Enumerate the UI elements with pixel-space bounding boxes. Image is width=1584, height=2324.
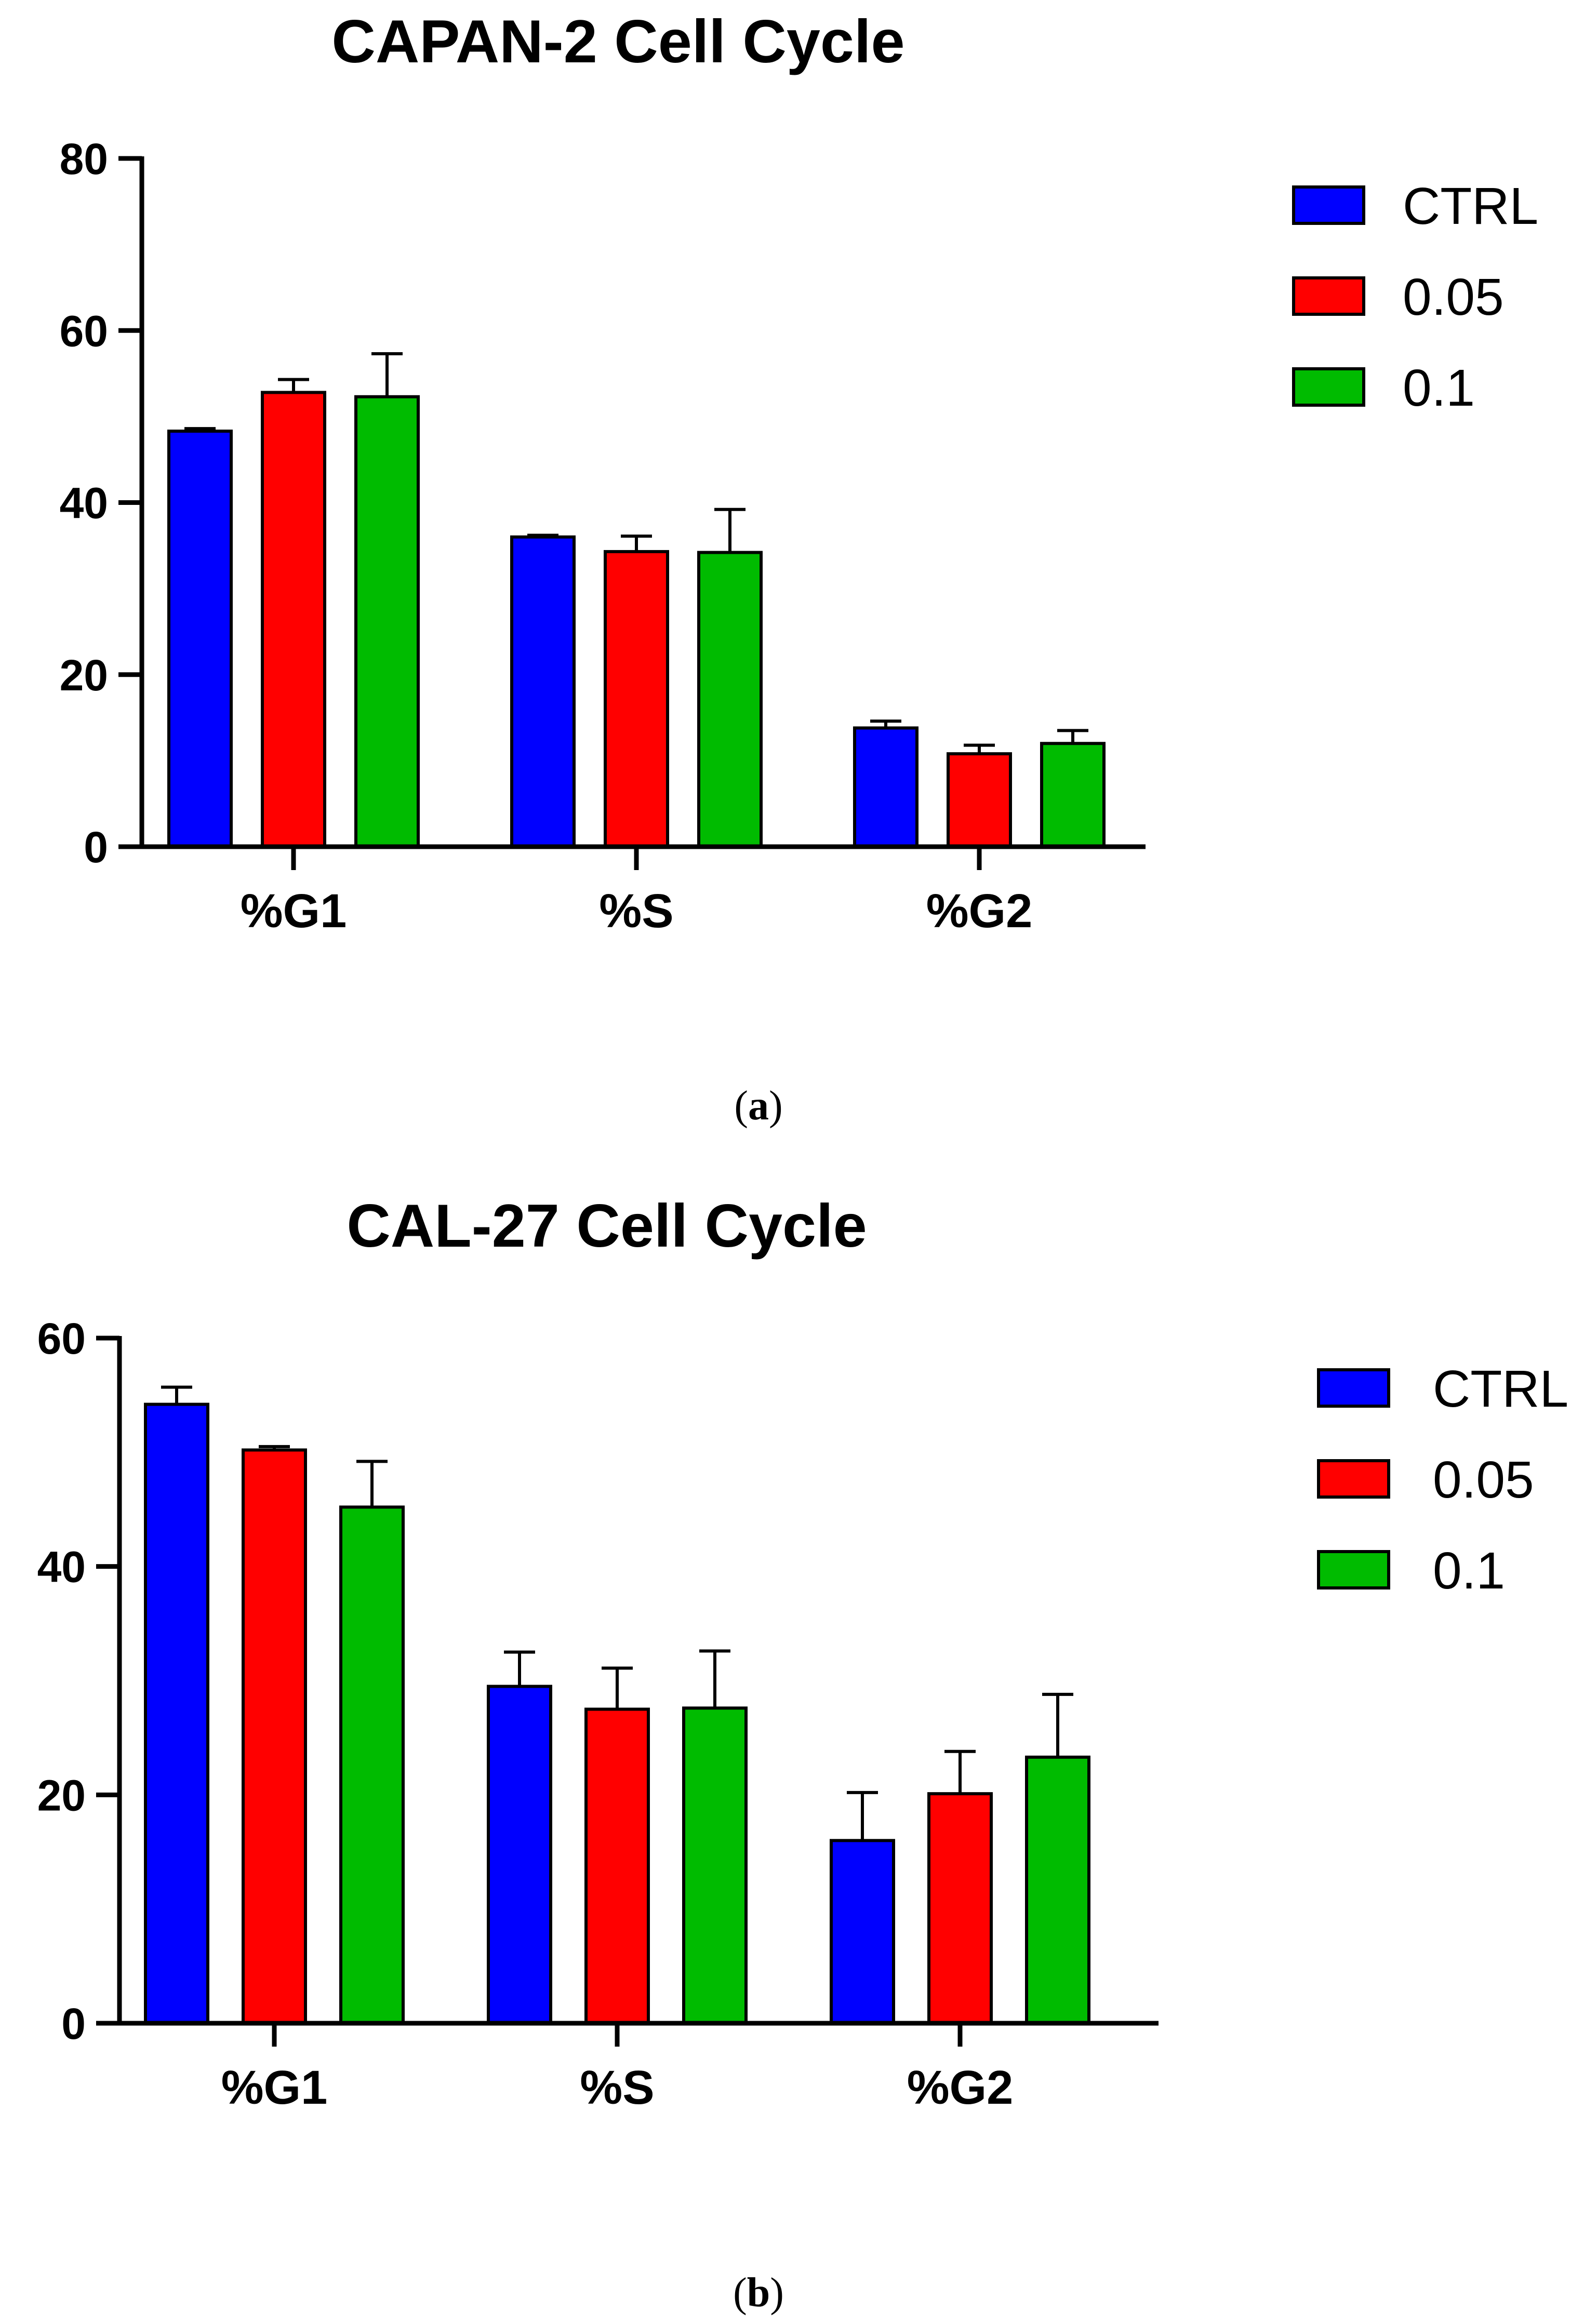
legend-swatch (1292, 185, 1365, 225)
bar (487, 1685, 552, 2025)
y-tick-label: 60 (60, 306, 108, 355)
bar (830, 1839, 895, 2025)
bar (604, 550, 669, 848)
x-category-label: %G1 (241, 885, 347, 938)
legend-swatch (1317, 1459, 1390, 1499)
legend-label: 0.05 (1403, 268, 1504, 326)
chart-title: CAPAN-2 Cell Cycle (331, 7, 904, 75)
bar (167, 430, 233, 848)
bar (1025, 1755, 1090, 2025)
x-category-label: %G1 (221, 2061, 328, 2114)
legend-swatch (1317, 1550, 1390, 1590)
bar (261, 391, 326, 848)
legend-swatch (1292, 367, 1365, 407)
bar (682, 1706, 748, 2025)
x-category-label: %G2 (926, 885, 1033, 938)
caption-a: (a) (734, 1083, 782, 1129)
legend-label: 0.1 (1433, 1542, 1505, 1600)
y-tick-label: 40 (60, 479, 108, 528)
bar (242, 1448, 307, 2025)
legend-swatch (1292, 276, 1365, 316)
bar (947, 752, 1012, 848)
bar (853, 726, 919, 848)
legend-label: CTRL (1403, 177, 1538, 235)
bar (927, 1792, 993, 2025)
legend-swatch (1317, 1368, 1390, 1408)
bar (697, 551, 763, 848)
bar (510, 535, 576, 848)
legend-label: CTRL (1433, 1360, 1568, 1418)
bar (584, 1707, 650, 2025)
chart-title: CAL-27 Cell Cycle (347, 1192, 867, 1260)
bar (339, 1505, 405, 2025)
bar (354, 395, 420, 848)
bar (144, 1403, 209, 2025)
y-tick-label: 0 (84, 823, 108, 872)
bar (1040, 742, 1106, 848)
x-category-label: %G2 (907, 2061, 1014, 2114)
y-tick-label: 40 (37, 1543, 86, 1592)
chart-cal27: CAL-27 Cell Cycle 0 20 40 60 %G1 %S %G2 CTRL 0.05… (37, 1192, 1569, 2114)
y-tick-label: 20 (60, 651, 108, 700)
y-tick-label: 80 (60, 135, 108, 183)
y-tick-label: 0 (61, 1999, 86, 2048)
caption-b: (b) (733, 2270, 784, 2316)
legend-label: 0.05 (1433, 1451, 1534, 1509)
x-category-label: %S (599, 885, 673, 938)
chart-capan2: CAPAN-2 Cell Cycle 0 20 40 60 80 %G1 %S %G2 CTRL 0… (60, 7, 1539, 938)
legend-label: 0.1 (1403, 359, 1475, 417)
y-tick-label: 20 (37, 1771, 86, 1820)
x-category-label: %S (580, 2061, 654, 2114)
y-tick-label: 60 (37, 1314, 86, 1363)
